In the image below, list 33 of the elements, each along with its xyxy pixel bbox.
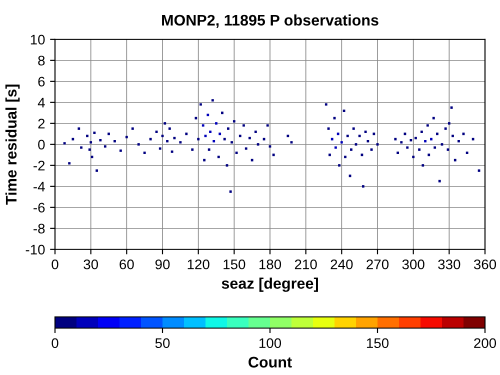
y-tick-label: -10 [26, 244, 45, 255]
color-bar-label: 200 [474, 338, 496, 348]
y-tick-label: 0 [38, 140, 45, 150]
x-tick-label: 150 [224, 259, 246, 270]
color-bar-label: 0 [52, 338, 58, 348]
y-tick-label: -4 [34, 182, 45, 192]
chart-title: MONP2, 11895 P observations [162, 14, 378, 28]
x-tick-label: 360 [474, 259, 496, 270]
x-tick-label: 240 [330, 259, 353, 270]
x-tick-label: 90 [155, 259, 170, 270]
x-tick-label: 270 [366, 259, 389, 270]
color-bar-label: 100 [259, 338, 282, 348]
y-tick-label: 2 [38, 118, 45, 128]
y-tick-label: 10 [30, 34, 45, 45]
y-tick-label: -2 [34, 160, 45, 170]
x-tick-label: 30 [84, 259, 98, 270]
x-tick-label: 180 [259, 259, 282, 270]
y-tick-label: 6 [38, 76, 45, 87]
x-tick-label: 210 [294, 259, 317, 270]
x-tick-label: 300 [402, 259, 424, 270]
x-tick-label: 120 [188, 259, 210, 270]
x-tick-label: 0 [52, 259, 58, 270]
y-tick-label: -6 [34, 202, 45, 213]
y-tick-label: 4 [38, 98, 45, 108]
color-bar-title: Count [248, 356, 292, 368]
y-tick-label: 8 [38, 56, 45, 66]
color-bar-label: 150 [366, 338, 389, 348]
x-axis-title: seaz [degree] [222, 278, 318, 292]
x-tick-label: 60 [120, 259, 134, 270]
y-tick-label: -8 [34, 224, 45, 234]
y-axis-title: Time residual [s] [5, 84, 20, 205]
x-tick-label: 330 [438, 259, 460, 270]
color-bar-label: 50 [155, 338, 170, 348]
